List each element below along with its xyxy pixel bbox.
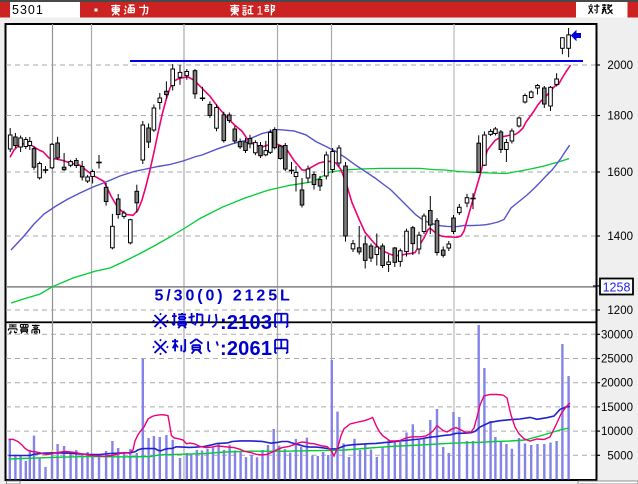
svg-text:1600: 1600 [607,167,633,179]
svg-text:1200: 1200 [607,305,633,317]
svg-text:10000: 10000 [601,426,633,438]
svg-text::2103: :2103 [220,312,272,334]
svg-text:15000: 15000 [601,402,633,414]
svg-text:1800: 1800 [607,111,633,123]
svg-text:30000: 30000 [601,329,633,341]
svg-text:5000: 5000 [607,450,633,462]
svg-text:2000: 2000 [607,60,633,72]
svg-text:5301: 5301 [12,3,44,17]
svg-text:1400: 1400 [607,231,633,243]
svg-text:5/30(0) 2125L: 5/30(0) 2125L [155,288,293,305]
svg-text:1258: 1258 [603,281,631,295]
svg-text::2061: :2061 [220,338,272,360]
svg-text:1: 1 [257,4,264,18]
svg-text:20000: 20000 [601,378,633,390]
svg-text:25000: 25000 [601,354,633,366]
